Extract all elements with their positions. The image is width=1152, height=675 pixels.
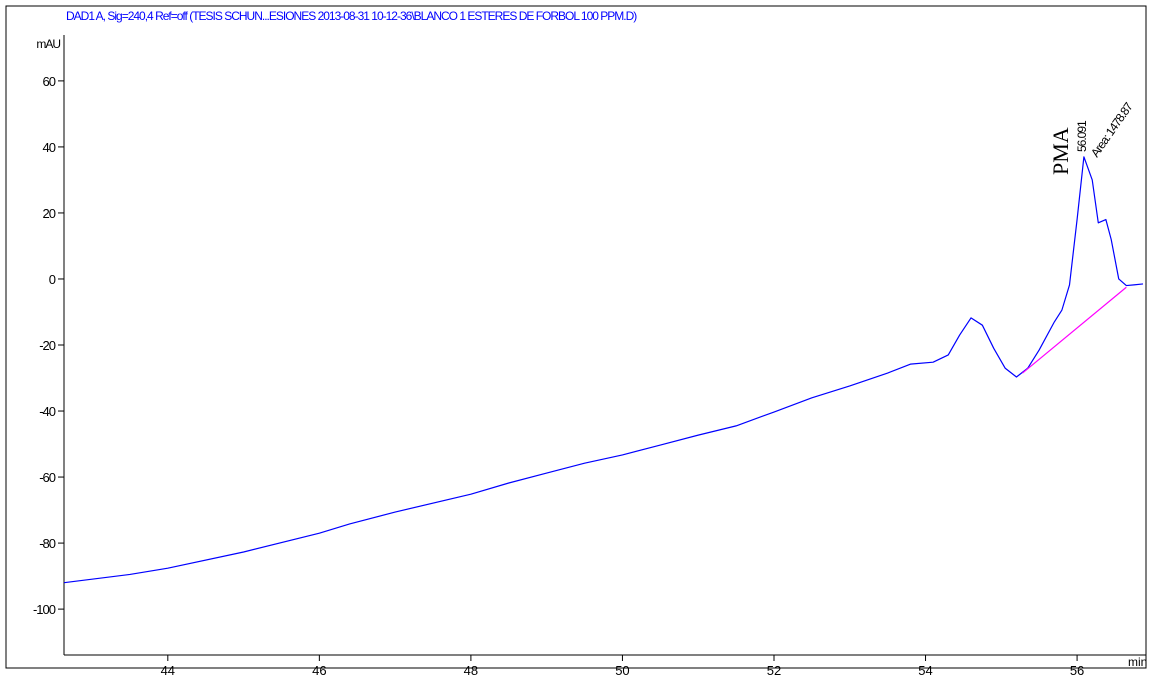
x-tick-label: 54 xyxy=(918,663,932,675)
x-tick-label: 46 xyxy=(312,663,326,675)
y-tick-label: -100 xyxy=(33,602,56,617)
area-label: Area: 1478.87 xyxy=(1088,99,1136,159)
y-unit: mAU xyxy=(36,37,60,51)
y-tick-label: -20 xyxy=(39,338,56,353)
chart-title: DAD1 A, Sig=240,4 Ref=off (TESIS SCHUN..… xyxy=(66,9,637,23)
y-tick-label: 40 xyxy=(43,140,56,155)
x-tick-label: 48 xyxy=(464,663,478,675)
x-unit: min xyxy=(1128,655,1147,669)
frame xyxy=(5,5,1147,669)
y-tick-label: -80 xyxy=(39,536,56,551)
series-line xyxy=(1022,286,1127,374)
y-tick-label: -60 xyxy=(39,470,56,485)
y-tick-label: -40 xyxy=(39,404,56,419)
retention-time: 56.091 xyxy=(1075,120,1089,152)
y-tick-label: 60 xyxy=(43,74,56,89)
x-tick-label: 44 xyxy=(161,663,175,675)
x-tick-label: 56 xyxy=(1070,663,1084,675)
series-line xyxy=(63,156,1144,584)
y-tick-label: 20 xyxy=(43,206,56,221)
x-tick-label: 52 xyxy=(767,663,781,675)
peak-label: PMA xyxy=(1048,127,1073,175)
y-tick-label: 0 xyxy=(49,272,56,287)
x-tick-label: 50 xyxy=(615,663,629,675)
